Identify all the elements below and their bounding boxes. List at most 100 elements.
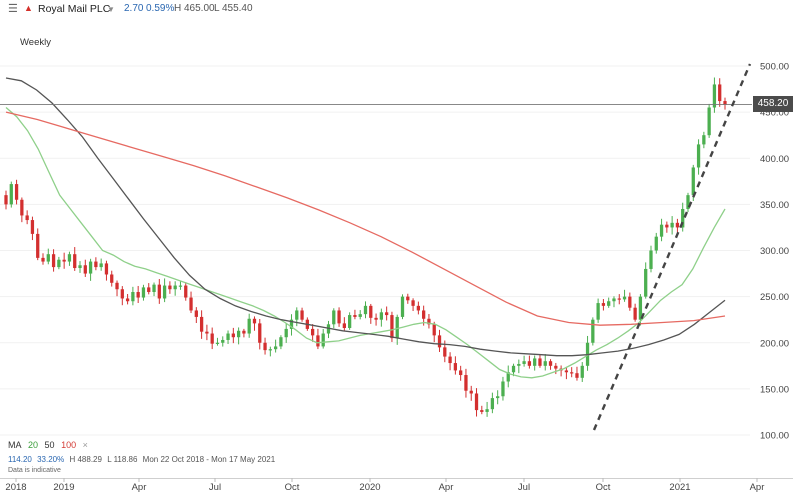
- candle-body: [189, 297, 193, 311]
- candle-body: [612, 298, 616, 302]
- candle-body: [284, 328, 288, 338]
- candle-body: [670, 222, 674, 228]
- y-tick-label: 300.00: [760, 246, 789, 257]
- candle-body: [633, 307, 637, 320]
- hamburger-icon[interactable]: ☰: [8, 3, 18, 15]
- ma-legend: MA 20 50 100 ×: [8, 440, 92, 450]
- candle-body: [316, 335, 320, 347]
- ma-20-label[interactable]: 20: [28, 440, 39, 450]
- candle-body: [321, 333, 325, 347]
- candlestick-series: [4, 77, 727, 417]
- candle-body: [221, 339, 225, 343]
- candle-body: [353, 315, 357, 317]
- candle-body: [252, 318, 257, 324]
- candle-body: [686, 195, 690, 209]
- ma-50-label[interactable]: 50: [44, 440, 55, 450]
- candle-body: [157, 284, 161, 299]
- chevron-down-icon[interactable]: ▼: [107, 5, 115, 14]
- candle-body: [226, 333, 230, 340]
- candle-body: [9, 184, 13, 205]
- candle-body: [236, 330, 241, 338]
- candle-body: [337, 310, 341, 324]
- candle-body: [533, 358, 537, 366]
- price-change: 2.70: [124, 3, 144, 14]
- y-tick-label: 250.00: [760, 292, 789, 303]
- candle-body: [374, 317, 378, 320]
- candle-body: [543, 361, 547, 366]
- candle-body: [485, 409, 489, 412]
- candle-body: [120, 289, 124, 299]
- x-tick-label: Jul: [209, 482, 221, 493]
- candle-body: [46, 254, 50, 262]
- candle-body: [691, 167, 695, 196]
- x-tick-label: 2018: [5, 482, 26, 493]
- close-icon[interactable]: ×: [82, 440, 88, 450]
- candle-body: [99, 263, 103, 268]
- candle-body: [110, 274, 114, 283]
- range-dates: Mon 22 Oct 2018 - Mon 17 May 2021: [142, 455, 276, 464]
- range-high: H 488.29: [69, 455, 102, 464]
- x-tick-label: 2020: [359, 482, 380, 493]
- candle-body: [184, 285, 188, 298]
- candle-body: [289, 319, 294, 329]
- candle-body: [342, 323, 346, 328]
- y-tick-label: 150.00: [760, 384, 789, 395]
- candle-body: [263, 342, 267, 351]
- candle-body: [490, 398, 495, 410]
- candle-body: [14, 184, 19, 200]
- candle-body: [580, 365, 584, 378]
- candle-body: [681, 208, 685, 228]
- x-tick-label: Oct: [285, 482, 300, 493]
- moving-average-lines: [5, 77, 726, 379]
- chart-gridlines: [0, 65, 750, 436]
- candle-body: [675, 222, 680, 228]
- candle-body: [649, 250, 653, 269]
- candle-body: [385, 312, 389, 316]
- candle-body: [718, 84, 722, 102]
- candle-body: [25, 215, 29, 221]
- candle-body: [379, 312, 383, 320]
- range-change: 114.20: [8, 455, 32, 464]
- candle-body: [173, 285, 177, 290]
- x-tick-label: 2021: [669, 482, 690, 493]
- candle-body: [596, 303, 600, 320]
- high-value: H 465.00: [174, 3, 215, 14]
- candle-body: [416, 305, 421, 311]
- candle-body: [51, 254, 56, 268]
- candle-body: [363, 305, 368, 315]
- candle-body: [348, 315, 352, 328]
- y-tick-label: 450.00: [760, 108, 789, 119]
- candle-body: [469, 390, 473, 394]
- range-low: L 118.86: [107, 455, 138, 464]
- candle-body: [125, 298, 130, 302]
- candle-body: [591, 319, 595, 343]
- candle-body: [279, 337, 283, 347]
- candle-body: [601, 303, 606, 306]
- candle-body: [295, 310, 299, 320]
- candle-body: [406, 296, 410, 301]
- candle-body: [147, 287, 151, 293]
- last-price-tag: 458.20: [753, 96, 793, 112]
- candle-body: [422, 310, 426, 319]
- flag-icon: ▲: [24, 3, 33, 13]
- candle-body: [395, 316, 399, 339]
- candle-body: [390, 315, 394, 339]
- candle-body: [205, 331, 209, 334]
- candle-body: [411, 300, 415, 306]
- x-tick-label: Apr: [439, 482, 454, 493]
- range-change-percent: 33.20%: [37, 455, 65, 464]
- candle-body: [723, 101, 727, 105]
- instrument-name[interactable]: Royal Mail PLC: [38, 3, 111, 15]
- y-tick-label: 200.00: [760, 338, 789, 349]
- candle-body: [358, 314, 362, 317]
- x-tick-label: Apr: [132, 482, 147, 493]
- ma-100-label[interactable]: 100: [61, 440, 77, 450]
- candle-body: [310, 328, 315, 336]
- candle-body: [115, 282, 119, 290]
- candle-body: [644, 268, 648, 297]
- candle-body: [622, 296, 627, 300]
- candle-body: [273, 346, 278, 350]
- low-value: L 455.40: [214, 3, 253, 14]
- x-tick-label: Jul: [518, 482, 530, 493]
